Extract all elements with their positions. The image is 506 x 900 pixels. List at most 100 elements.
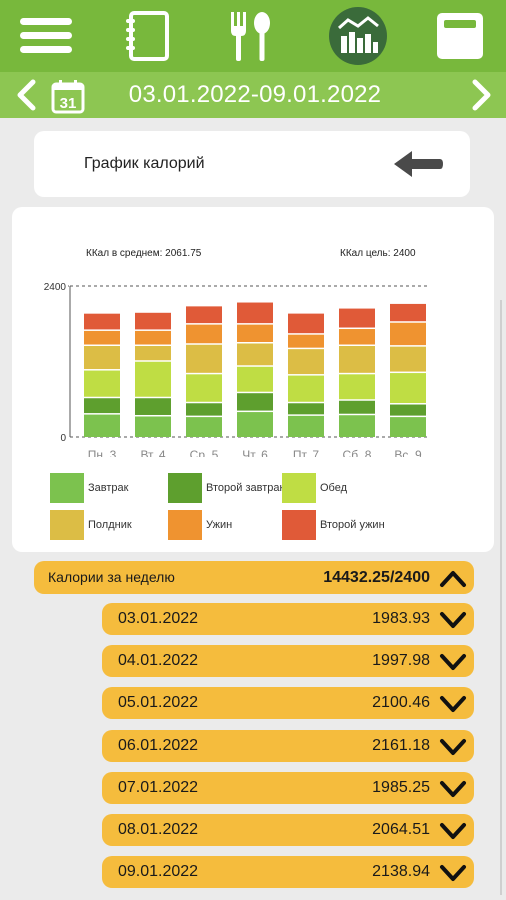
average-calories-label: ККал в среднем: 2061.75 <box>86 248 202 259</box>
legend-item: Полдник <box>50 510 132 540</box>
day-calories-row[interactable]: 05.01.2022 2100.46 <box>102 687 474 719</box>
date-range-label[interactable]: 03.01.2022-09.01.2022 <box>128 81 382 108</box>
bar-chart-icon[interactable] <box>328 6 388 66</box>
x-tick-label: Пт. 7 <box>293 448 319 457</box>
day-calories-value: 1985.25 <box>372 779 430 796</box>
bar-segment <box>135 398 171 415</box>
bar-segment <box>288 349 324 375</box>
day-date: 03.01.2022 <box>118 610 199 627</box>
legend-swatch <box>282 473 316 503</box>
bar-segment <box>237 366 273 392</box>
hamburger-menu-icon[interactable] <box>16 6 76 66</box>
y-tick-zero: 0 <box>60 433 66 444</box>
day-calories-value: 2064.51 <box>372 821 430 838</box>
bar-segment <box>288 313 324 334</box>
bar-segment <box>84 370 120 397</box>
legend-label: Полдник <box>88 519 132 531</box>
bar-segment <box>288 403 324 415</box>
day-calories-row[interactable]: 07.01.2022 1985.25 <box>102 772 474 804</box>
x-tick-label: Ср. 5 <box>190 448 219 457</box>
bar-segment <box>390 373 426 404</box>
chevron-left-icon[interactable] <box>10 78 44 112</box>
bar-segment <box>288 334 324 348</box>
day-date: 05.01.2022 <box>118 694 199 711</box>
bar-segment <box>390 417 426 437</box>
bar-segment <box>339 346 375 373</box>
chevron-down-icon[interactable] <box>438 735 468 759</box>
weekly-calories-label: Калории за неделю <box>48 569 175 585</box>
x-tick-label: Пн. 3 <box>88 448 117 457</box>
y-tick-max: 2400 <box>44 282 67 293</box>
bar-segment <box>390 303 426 322</box>
legend-item: Обед <box>282 473 347 503</box>
day-calories-value: 1983.93 <box>372 610 430 627</box>
day-date: 07.01.2022 <box>118 779 199 796</box>
bar-segment <box>186 344 222 373</box>
fork-spoon-icon[interactable] <box>220 6 280 66</box>
bar-segment <box>339 329 375 345</box>
chevron-down-icon[interactable] <box>438 777 468 801</box>
day-date: 06.01.2022 <box>118 737 199 754</box>
calendar-icon[interactable]: 31 <box>50 78 86 114</box>
legend-item: Завтрак <box>50 473 128 503</box>
chevron-down-icon[interactable] <box>438 608 468 632</box>
calorie-chart-card: ККал в среднем: 2061.75 ККал цель: 2400 … <box>12 207 494 552</box>
bar-segment <box>339 415 375 437</box>
x-tick-label: Вс. 9 <box>394 448 422 457</box>
day-calories-value: 2161.18 <box>372 737 430 754</box>
legend-label: Второй завтрак <box>206 482 285 494</box>
legend-swatch <box>50 473 84 503</box>
day-date: 04.01.2022 <box>118 652 199 669</box>
x-tick-label: Вт. 4 <box>140 448 165 457</box>
day-calories-row[interactable]: 03.01.2022 1983.93 <box>102 603 474 635</box>
chevron-down-icon[interactable] <box>438 692 468 716</box>
day-calories-row[interactable]: 09.01.2022 2138.94 <box>102 856 474 888</box>
legend-label: Обед <box>320 482 348 494</box>
page-title: График калорий <box>84 155 205 172</box>
bar-segment <box>237 343 273 366</box>
bar-segment <box>84 313 120 330</box>
legend-swatch <box>168 510 202 540</box>
day-calories-row[interactable]: 06.01.2022 2161.18 <box>102 730 474 762</box>
bar-segment <box>135 330 171 345</box>
legend-label: Второй ужин <box>320 519 385 531</box>
x-tick-label: Чт. 6 <box>242 448 268 457</box>
bar-segment <box>84 414 120 437</box>
bathroom-scale-icon[interactable] <box>430 6 490 66</box>
bar-segment <box>390 322 426 346</box>
bar-segment <box>339 374 375 400</box>
weekly-calories-row[interactable]: Калории за неделю 14432.25/2400 <box>34 561 474 594</box>
calendar-day-number: 31 <box>60 95 77 112</box>
chevron-down-icon[interactable] <box>438 861 468 885</box>
bar-segment <box>237 302 273 324</box>
legend-label: Завтрак <box>88 482 129 494</box>
day-calories-row[interactable]: 08.01.2022 2064.51 <box>102 814 474 846</box>
top-navigation-bar <box>0 0 506 72</box>
weekly-calories-total: 14432.25/2400 <box>323 569 430 586</box>
chevron-up-icon[interactable] <box>438 566 468 590</box>
arrow-left-icon[interactable] <box>392 148 444 180</box>
scrollbar[interactable] <box>500 300 502 895</box>
bar-segment <box>288 375 324 402</box>
bar-segment <box>339 308 375 328</box>
notebook-icon[interactable] <box>118 6 178 66</box>
bar-segment <box>186 374 222 402</box>
legend-label: Ужин <box>206 519 233 531</box>
chevron-down-icon[interactable] <box>438 650 468 674</box>
bar-segment <box>84 398 120 414</box>
bar-segment <box>135 346 171 361</box>
chart-title-card: График калорий <box>34 131 470 197</box>
bar-segment <box>237 412 273 437</box>
chevron-down-icon[interactable] <box>438 819 468 843</box>
bar-segment <box>288 415 324 437</box>
day-date: 09.01.2022 <box>118 863 199 880</box>
bar-segment <box>84 346 120 370</box>
day-calories-row[interactable]: 04.01.2022 1997.98 <box>102 645 474 677</box>
legend-swatch <box>50 510 84 540</box>
bar-segment <box>135 416 171 437</box>
bar-segment <box>390 346 426 372</box>
bar-segment <box>237 324 273 342</box>
chevron-right-icon[interactable] <box>464 78 498 112</box>
day-calories-value: 2100.46 <box>372 694 430 711</box>
day-calories-value: 1997.98 <box>372 652 430 669</box>
